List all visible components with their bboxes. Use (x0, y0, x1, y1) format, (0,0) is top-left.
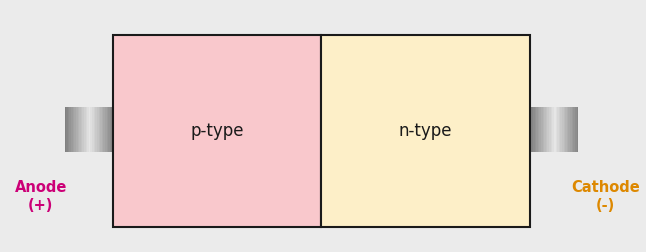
Bar (563, 107, 565, 152)
Bar (113, 35, 322, 227)
Bar (74, 107, 76, 152)
Bar (90, 107, 92, 152)
Bar (66, 107, 68, 152)
Bar (94, 107, 96, 152)
Bar (550, 107, 552, 152)
Bar (111, 107, 113, 152)
Bar (557, 107, 559, 152)
Bar (561, 107, 562, 152)
Bar (531, 107, 533, 152)
Bar (79, 107, 81, 152)
Bar (322, 35, 530, 227)
Bar (110, 107, 111, 152)
Bar (543, 107, 544, 152)
Bar (71, 107, 72, 152)
Bar (572, 107, 574, 152)
Bar (102, 107, 103, 152)
Bar (537, 107, 539, 152)
Bar (89, 107, 90, 152)
Bar (100, 107, 101, 152)
Bar (97, 107, 98, 152)
Bar (65, 107, 66, 152)
Bar (70, 107, 71, 152)
Bar (574, 107, 575, 152)
Bar (107, 107, 108, 152)
Text: Cathode
(-): Cathode (-) (571, 180, 640, 213)
Text: Anode
(+): Anode (+) (14, 180, 67, 213)
Bar (103, 107, 105, 152)
Bar (68, 107, 70, 152)
Bar (83, 107, 84, 152)
Bar (78, 107, 79, 152)
Bar (562, 107, 563, 152)
Bar (565, 107, 567, 152)
Bar (81, 107, 82, 152)
Bar (554, 107, 556, 152)
Bar (96, 107, 97, 152)
Bar (530, 107, 531, 152)
Bar (541, 107, 543, 152)
Bar (85, 107, 87, 152)
Bar (533, 107, 535, 152)
Bar (575, 107, 576, 152)
Bar (547, 107, 549, 152)
Bar (576, 107, 578, 152)
Bar (105, 107, 107, 152)
Bar (568, 107, 570, 152)
Bar (98, 107, 100, 152)
Bar (549, 107, 551, 152)
Bar (539, 107, 541, 152)
Bar (108, 107, 110, 152)
Bar (556, 107, 557, 152)
Bar (570, 107, 572, 152)
Bar (536, 107, 537, 152)
Text: n-type: n-type (399, 122, 452, 140)
Bar (84, 107, 85, 152)
Text: p-type: p-type (191, 122, 244, 140)
Bar (92, 107, 94, 152)
Bar (544, 107, 546, 152)
Bar (87, 107, 89, 152)
Bar (567, 107, 568, 152)
Bar (76, 107, 78, 152)
Bar (535, 107, 536, 152)
Bar (72, 107, 74, 152)
Bar (552, 107, 554, 152)
Bar (559, 107, 561, 152)
Bar (546, 107, 548, 152)
